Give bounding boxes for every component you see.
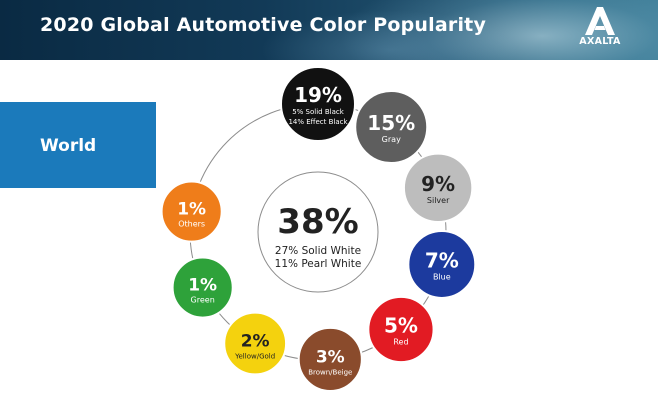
bubble-silver-percent: 9%	[421, 172, 455, 196]
bubble-red-label: Red	[393, 337, 408, 346]
brand-logo: AXALTA	[566, 6, 634, 50]
bubble-black-circle	[280, 66, 356, 142]
bubble-black: 19%5% Solid Black 14% Effect Black	[280, 66, 356, 142]
brand-name: AXALTA	[579, 36, 621, 47]
bubble-green-percent: 1%	[188, 276, 217, 296]
bubble-silver: 9%Silver	[402, 152, 474, 223]
color-bubbles: 19%5% Solid Black 14% Effect Black 15%Gray…	[160, 66, 477, 392]
bubble-brown-beige: 3%Brown/Beige	[297, 326, 363, 392]
bubble-black-label: 5% Solid Black	[292, 108, 344, 116]
bubble-black-label: 14% Effect Black	[288, 118, 348, 126]
bubble-yellow-gold-label: Yellow/Gold	[234, 353, 275, 361]
bubble-yellow-gold-percent: 2%	[241, 332, 270, 352]
bubble-gray-circle	[354, 90, 429, 165]
bubble-gray-label: Gray	[382, 135, 401, 144]
bubble-green: 1%Green	[171, 256, 234, 319]
center-sub-label: 27% Solid White	[275, 245, 361, 257]
header-banner: 2020 Global Automotive Color Popularity …	[0, 0, 658, 60]
bubble-red-percent: 5%	[384, 313, 418, 337]
bubble-gray: 15%Gray	[354, 90, 429, 165]
region-box: World	[0, 102, 156, 188]
bubble-others-label: Others	[178, 220, 205, 229]
center-sub-label: 11% Pearl White	[275, 258, 362, 270]
page-title: 2020 Global Automotive Color Popularity	[40, 14, 487, 36]
bubble-blue-circle	[407, 230, 477, 299]
bubble-gray-percent: 15%	[367, 111, 415, 135]
bubble-black-percent: 19%	[294, 83, 342, 107]
bubble-silver-label: Silver	[427, 196, 450, 205]
bubble-white	[257, 171, 379, 293]
wave-decoration	[260, 10, 520, 60]
center-percent: 38%	[277, 202, 358, 242]
bubble-brown-beige-percent: 3%	[316, 347, 345, 367]
bubble-blue-percent: 7%	[425, 248, 459, 272]
bubble-others-percent: 1%	[177, 200, 206, 220]
bubble-brown-beige-circle	[297, 326, 363, 392]
region-label: World	[40, 136, 97, 156]
bubble-red: 5%Red	[367, 295, 435, 364]
bubble-blue-label: Blue	[433, 272, 451, 281]
bubble-red-circle	[367, 295, 435, 364]
axalta-logo-icon	[585, 7, 615, 35]
bubble-others-circle	[160, 180, 223, 243]
bubble-green-circle	[171, 256, 234, 319]
bubble-yellow-gold: 2%Yellow/Gold	[223, 311, 288, 376]
bubble-silver-circle	[402, 152, 474, 223]
bubble-others: 1%Others	[160, 180, 223, 243]
bubble-brown-beige-label: Brown/Beige	[308, 368, 352, 376]
bubble-blue: 7%Blue	[407, 230, 477, 299]
bubble-yellow-gold-circle	[223, 311, 288, 376]
bubble-green-label: Green	[191, 296, 215, 305]
